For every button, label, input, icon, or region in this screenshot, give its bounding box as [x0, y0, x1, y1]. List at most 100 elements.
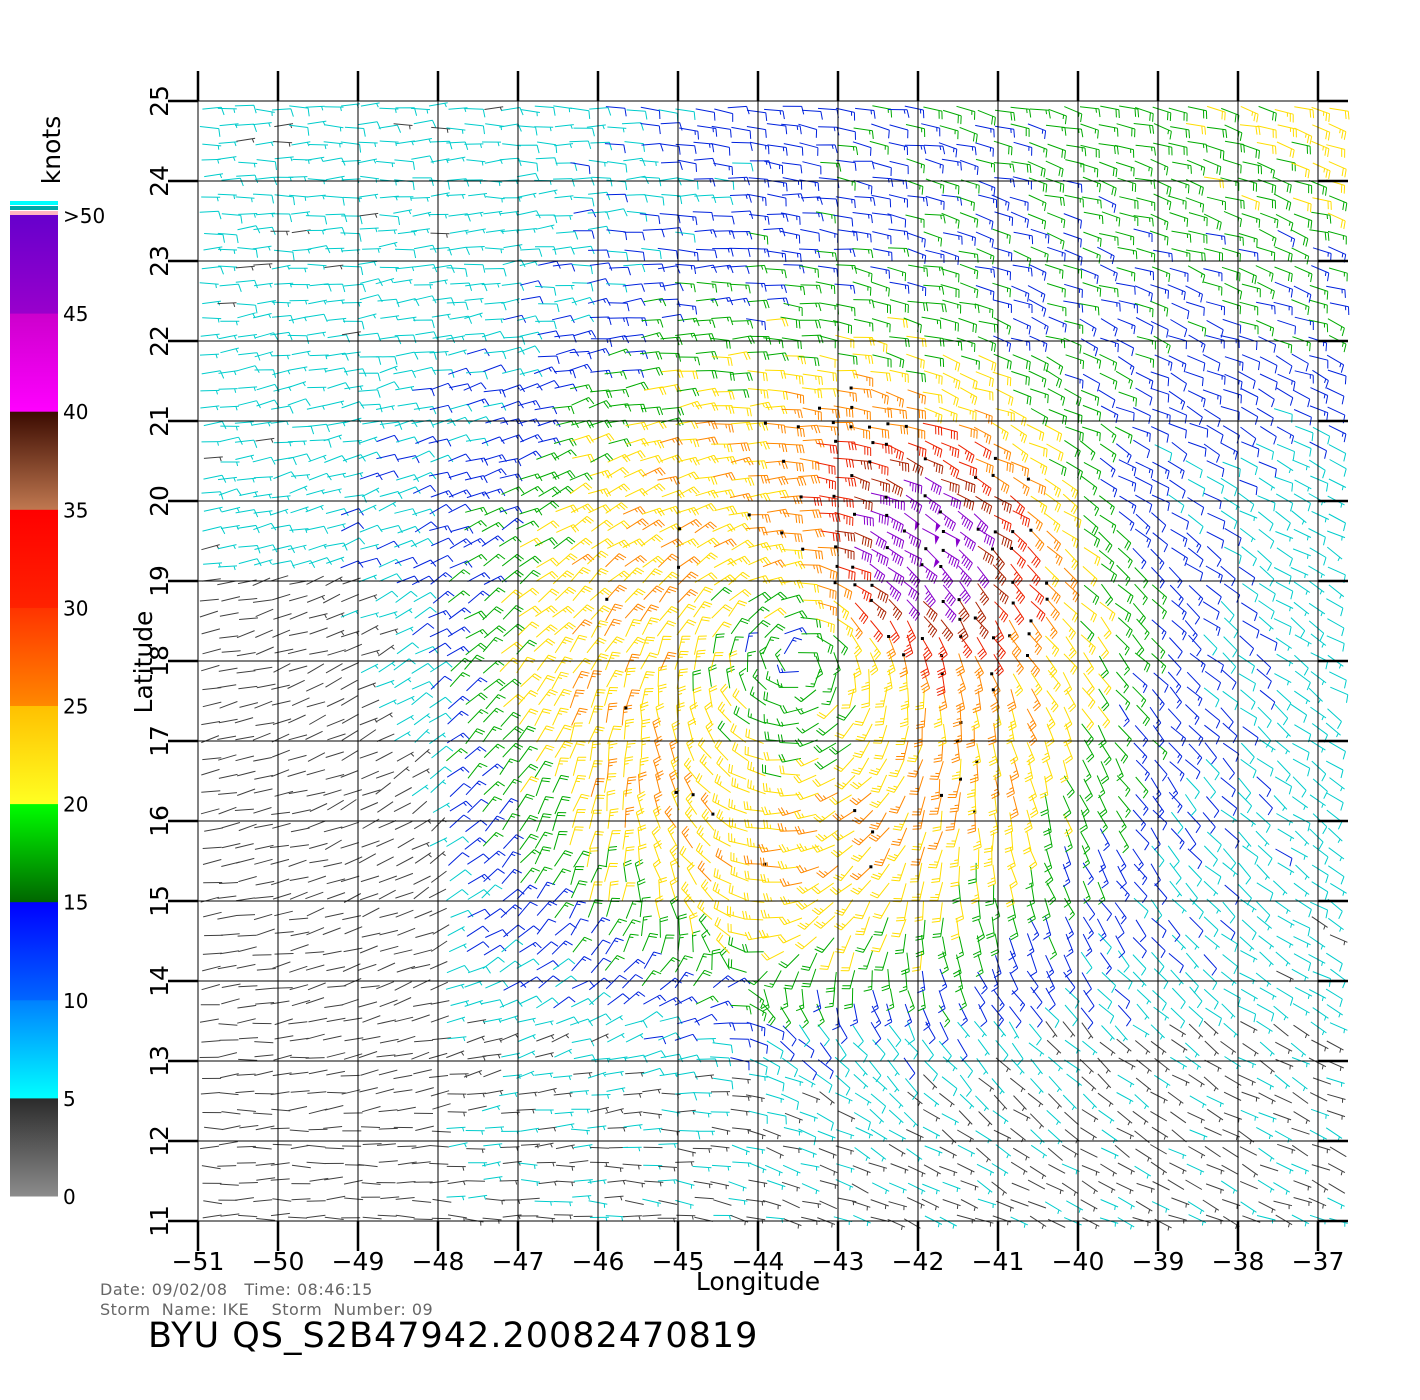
wind-barb [1080, 144, 1100, 159]
wind-barb [1135, 919, 1147, 943]
wind-barb [625, 1071, 645, 1077]
wind-barb [1098, 933, 1112, 955]
wind-barb [361, 1036, 381, 1041]
wind-barb [605, 553, 627, 568]
wind-barb [1206, 476, 1225, 494]
wind-barb [221, 177, 244, 187]
wind-barb [1189, 422, 1209, 438]
wind-barb [731, 320, 754, 329]
wind-barb [1043, 828, 1053, 851]
wind-barb [1204, 1127, 1222, 1136]
wind-barb [1151, 512, 1167, 533]
wind-barb [641, 970, 662, 987]
longitude-tick-label: −44 [732, 1247, 785, 1276]
wind-barb [219, 612, 239, 617]
rain-flag-marker [991, 688, 995, 692]
wind-barb [289, 891, 308, 900]
wind-barb [675, 1180, 695, 1189]
wind-barb [1047, 1147, 1063, 1161]
wind-barb [1328, 1183, 1346, 1194]
wind-barb [1309, 739, 1326, 753]
wind-barb [254, 823, 273, 829]
wind-barb [534, 1142, 554, 1148]
wind-barb [693, 969, 713, 987]
wind-barb [306, 404, 326, 410]
wind-barb [1239, 321, 1259, 335]
wind-barb [644, 194, 665, 206]
wind-barb [835, 440, 857, 451]
wind-barb [691, 930, 701, 953]
wind-barb [1311, 1179, 1329, 1193]
wind-barb [1063, 264, 1083, 279]
wind-barb [340, 560, 364, 569]
wind-barb [949, 792, 961, 813]
wind-barb [218, 1052, 238, 1058]
wind-barb [606, 179, 628, 191]
wind-barb [1028, 442, 1048, 458]
wind-barb [200, 333, 220, 339]
wind-barb [1330, 686, 1349, 703]
wind-barb [553, 996, 576, 1009]
wind-barb [274, 790, 294, 797]
wind-barb [1063, 775, 1075, 799]
wind-barb [465, 1130, 485, 1135]
wind-barb [1167, 776, 1179, 800]
wind-barb [467, 1105, 487, 1111]
wind-barb [1082, 1040, 1098, 1056]
wind-barb [446, 156, 466, 162]
wind-barb [1169, 267, 1189, 282]
wind-barb [766, 1040, 784, 1059]
wind-barb [375, 782, 392, 795]
rain-flag-marker [624, 706, 628, 710]
wind-barb [937, 936, 947, 960]
wind-barb [1047, 1129, 1063, 1145]
wind-barb [749, 619, 771, 635]
wind-barb [624, 1020, 648, 1029]
wind-barb [1310, 1108, 1330, 1119]
wind-barb [220, 461, 240, 467]
wind-barb [481, 141, 502, 147]
wind-barb [1133, 228, 1153, 242]
wind-barb [323, 862, 343, 868]
wind-barb [854, 373, 874, 387]
wind-barb [536, 1161, 556, 1167]
wind-barb [1203, 176, 1224, 189]
wind-barb [816, 723, 839, 736]
wind-barb [430, 382, 454, 391]
wind-barb [1066, 1200, 1084, 1213]
wind-barb [235, 857, 255, 864]
wind-barb [887, 247, 910, 257]
wind-barb [869, 652, 879, 676]
wind-barb [1043, 916, 1052, 940]
wind-barb [467, 908, 491, 918]
wind-barb [975, 231, 994, 248]
wind-barb [959, 987, 967, 1011]
latitude-tick-label: 12 [145, 1125, 174, 1157]
rain-flag-marker [871, 441, 875, 445]
wind-barb [1326, 354, 1345, 373]
wind-barb [993, 162, 1015, 173]
wind-barb [554, 195, 574, 201]
wind-barb [626, 194, 648, 203]
wind-barb [939, 1146, 957, 1159]
wind-barb [657, 683, 667, 706]
wind-barb [642, 483, 666, 494]
wind-barb [254, 700, 273, 709]
wind-barb [728, 936, 747, 953]
rain-flag-marker [1008, 634, 1012, 638]
wind-barb [1135, 144, 1156, 156]
wind-barb [732, 477, 755, 486]
wind-barb [1329, 1022, 1348, 1034]
wind-barb [430, 554, 454, 565]
wind-barb [1030, 986, 1043, 1010]
wind-barb [1008, 1021, 1020, 1039]
wind-barb [306, 927, 325, 936]
wind-barb [1291, 1127, 1310, 1135]
wind-barb [305, 730, 323, 740]
wind-barb [1202, 354, 1221, 372]
wind-barb [993, 989, 1005, 1012]
rain-flag-marker [849, 425, 853, 429]
wind-barb [1062, 795, 1072, 819]
wind-barb [799, 265, 819, 278]
